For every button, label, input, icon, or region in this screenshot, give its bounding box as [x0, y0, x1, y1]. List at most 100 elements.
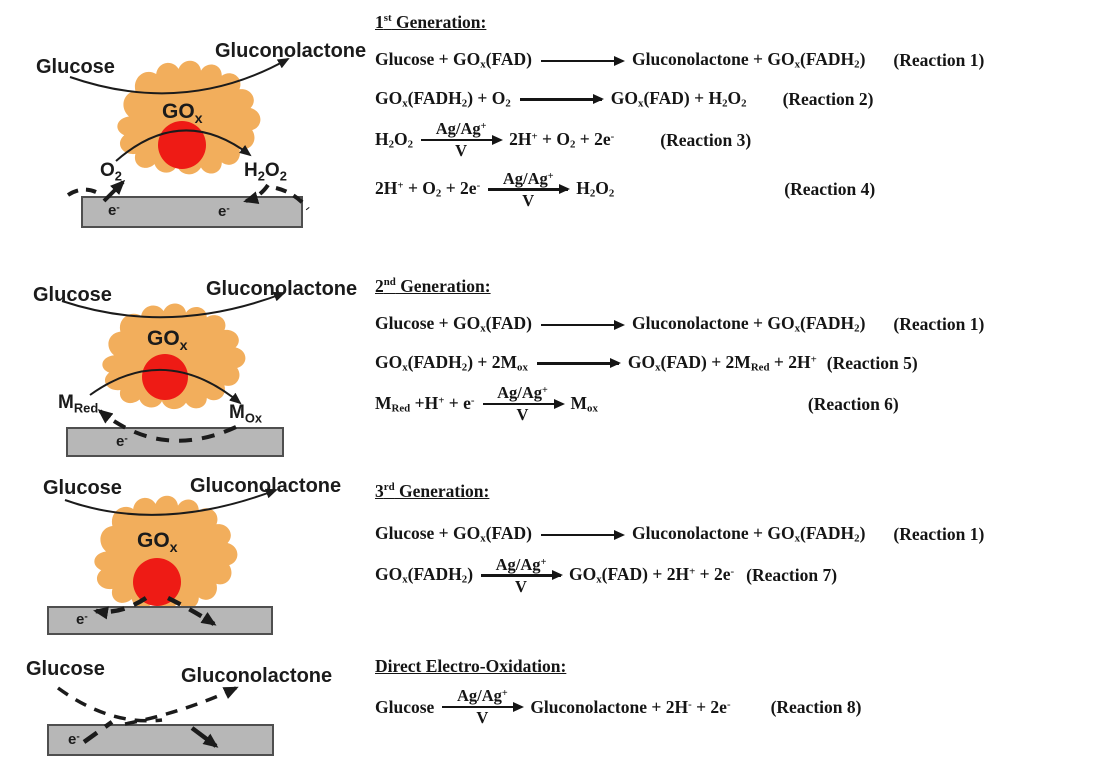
- section-title: Direct Electro-Oxidation:: [375, 656, 567, 676]
- electron-label: e-: [108, 202, 120, 219]
- direct-oxidation-svg: [47, 686, 274, 756]
- enzyme-blob: [94, 495, 238, 610]
- reaction-arrow-icon: [519, 98, 602, 101]
- reaction-lhs: Glucose + GOx(FAD): [375, 313, 532, 335]
- catalyst-top-label: Ag/Ag+: [435, 119, 487, 139]
- electron-dashes-right: [275, 186, 310, 211]
- electron-arrow-into-electrode: [190, 726, 219, 748]
- generation-1-svg: [66, 58, 310, 228]
- reaction-lhs: GOx(FADH2): [375, 564, 474, 586]
- arrow-shaft: [519, 98, 602, 101]
- electrode-bar: [47, 724, 274, 756]
- reaction-row: Glucose + GOx(FAD) Gluconolactone + GOx(…: [375, 314, 1097, 336]
- reaction-number-label: (Reaction 3): [660, 129, 752, 150]
- mediator-arrow: [89, 369, 242, 405]
- electron-dashes-left: [66, 187, 97, 197]
- section-title: 1st Generation:: [375, 12, 487, 32]
- reaction-number-label: (Reaction 5): [826, 352, 918, 373]
- arrow-shaft: [481, 574, 562, 577]
- electron-path-right: [166, 595, 217, 626]
- electron-path-left: [93, 596, 148, 620]
- reaction-row: H2O2 Ag/Ag+ V 2H+ + O2 + 2e- (Reaction 3…: [375, 121, 1097, 159]
- diagram-generation-3: Glucose Gluconolactone GOx e-: [10, 470, 370, 645]
- substrate-product-arrow: [64, 488, 278, 516]
- arrow-shaft: [482, 402, 563, 406]
- reaction-number-label: (Reaction 6): [807, 393, 899, 414]
- reaction-rhs: 2H+ + O2 + 2e-: [509, 128, 615, 151]
- substrate-product-arrow: [61, 291, 286, 319]
- electron-transfer-path: [97, 409, 237, 443]
- reaction-arrow-icon: [541, 323, 623, 326]
- catalyst-top-label: Ag/Ag+: [497, 383, 548, 403]
- catalyst-arrow-icon: Ag/Ag+ V: [421, 119, 502, 161]
- peroxide-label: H2O2: [244, 160, 287, 184]
- reaction-row: GOx(FADH2) Ag/Ag+ V GOx(FAD) + 2H+ + 2e-…: [375, 554, 1097, 596]
- product-label: Gluconolactone: [206, 278, 358, 300]
- reaction-lhs: Glucose: [375, 696, 435, 717]
- reaction-row: Glucose Ag/Ag+ V Gluconolactone + 2H- + …: [375, 687, 1097, 727]
- electron-label: e-: [116, 433, 128, 450]
- catalyst-bottom-label: V: [455, 141, 468, 161]
- enzyme-label: GOx: [137, 529, 178, 556]
- reaction-rhs: Gluconolactone + 2H- + 2e-: [530, 696, 731, 717]
- catalyst-top-label: Ag/Ag+: [502, 168, 554, 188]
- substrate-label: Glucose: [43, 477, 122, 499]
- reaction-rhs: Gluconolactone + GOx(FADH2): [632, 523, 866, 545]
- reaction-row: 2H+ + O2 + 2e- Ag/Ag+ V H2O2 (Reaction 4…: [375, 168, 1097, 210]
- reaction-lhs: MRed +H+ + e-: [375, 392, 475, 415]
- electrode-bar: [66, 427, 284, 457]
- reaction-number-label: (Reaction 2): [782, 88, 874, 109]
- section-title: 3rd Generation:: [375, 481, 490, 501]
- reaction-rhs: Mox: [570, 392, 598, 415]
- reaction-number-label: (Reaction 7): [746, 565, 838, 586]
- generation-3-svg: [47, 488, 278, 635]
- catalyst-arrow-icon: Ag/Ag+ V: [488, 168, 569, 210]
- substrate-label: Glucose: [36, 56, 115, 78]
- arrow-shaft: [541, 59, 623, 62]
- diagram-generation-1: Glucose Gluconolactone GOx O2 H2O2 e- e-: [10, 15, 370, 263]
- reaction-row: Glucose + GOx(FAD) Gluconolactone + GOx(…: [375, 50, 1097, 72]
- section-generation-2: 2nd Generation: Glucose + GOx(FAD) Gluco…: [375, 276, 1097, 424]
- reaction-arrow-icon: [541, 59, 623, 62]
- section-title: 2nd Generation:: [375, 276, 491, 296]
- catalyst-bottom-label: V: [516, 405, 529, 425]
- product-label: Gluconolactone: [215, 40, 367, 62]
- substrate-product-arrow: [69, 58, 290, 95]
- reaction-lhs: Glucose + GOx(FAD): [375, 49, 532, 71]
- reaction-row: GOx(FADH2) + 2Mox GOx(FAD) + 2MRed + 2H+…: [375, 352, 1097, 375]
- electron-label: e-: [218, 203, 230, 220]
- substrate-dashed-path: [56, 686, 163, 723]
- diagram-generation-2: Glucose Gluconolactone GOx MRed MOx e-: [10, 275, 370, 470]
- mediator-reduced-label: MRed: [58, 392, 99, 416]
- reaction-number-label: (Reaction 1): [893, 314, 985, 335]
- electron-label: e-: [76, 611, 88, 628]
- section-generation-3: 3rd Generation: Glucose + GOx(FAD) Gluco…: [375, 481, 1097, 595]
- reaction-arrow-icon: [536, 362, 619, 365]
- arrow-shaft: [421, 138, 502, 142]
- substrate-label: Glucose: [26, 658, 105, 680]
- reaction-lhs: H2O2: [375, 128, 414, 151]
- reaction-lhs: 2H+ + O2 + 2e-: [375, 178, 481, 200]
- catalyst-top-label: Ag/Ag+: [495, 554, 547, 574]
- fad-cofactor: [158, 121, 206, 169]
- reaction-rhs: GOx(FAD) + 2H+ + 2e-: [569, 564, 735, 586]
- reaction-rhs: H2O2: [576, 178, 615, 200]
- catalyst-bottom-label: V: [476, 707, 489, 727]
- reaction-rhs: GOx(FAD) + H2O2: [610, 87, 747, 110]
- product-label: Gluconolactone: [190, 475, 342, 497]
- enzyme-label: GOx: [147, 327, 188, 354]
- section-direct-oxidation: Direct Electro-Oxidation: Glucose Ag/Ag+…: [375, 656, 1097, 726]
- reaction-arrow-icon: [541, 533, 623, 536]
- enzyme-blob: [117, 60, 261, 175]
- catalyst-arrow-icon: Ag/Ag+ V: [481, 554, 562, 596]
- arrow-shaft: [442, 705, 523, 708]
- catalyst-bottom-label: V: [515, 576, 527, 596]
- arrow-shaft: [541, 533, 623, 536]
- catalyst-arrow-icon: Ag/Ag+ V: [482, 383, 563, 425]
- reaction-row: Glucose + GOx(FAD) Gluconolactone + GOx(…: [375, 524, 1097, 546]
- arrow-shaft: [541, 323, 623, 326]
- electron-arrow-up: [102, 179, 126, 203]
- catalyst-bottom-label: V: [522, 190, 535, 210]
- fad-cofactor: [133, 558, 181, 606]
